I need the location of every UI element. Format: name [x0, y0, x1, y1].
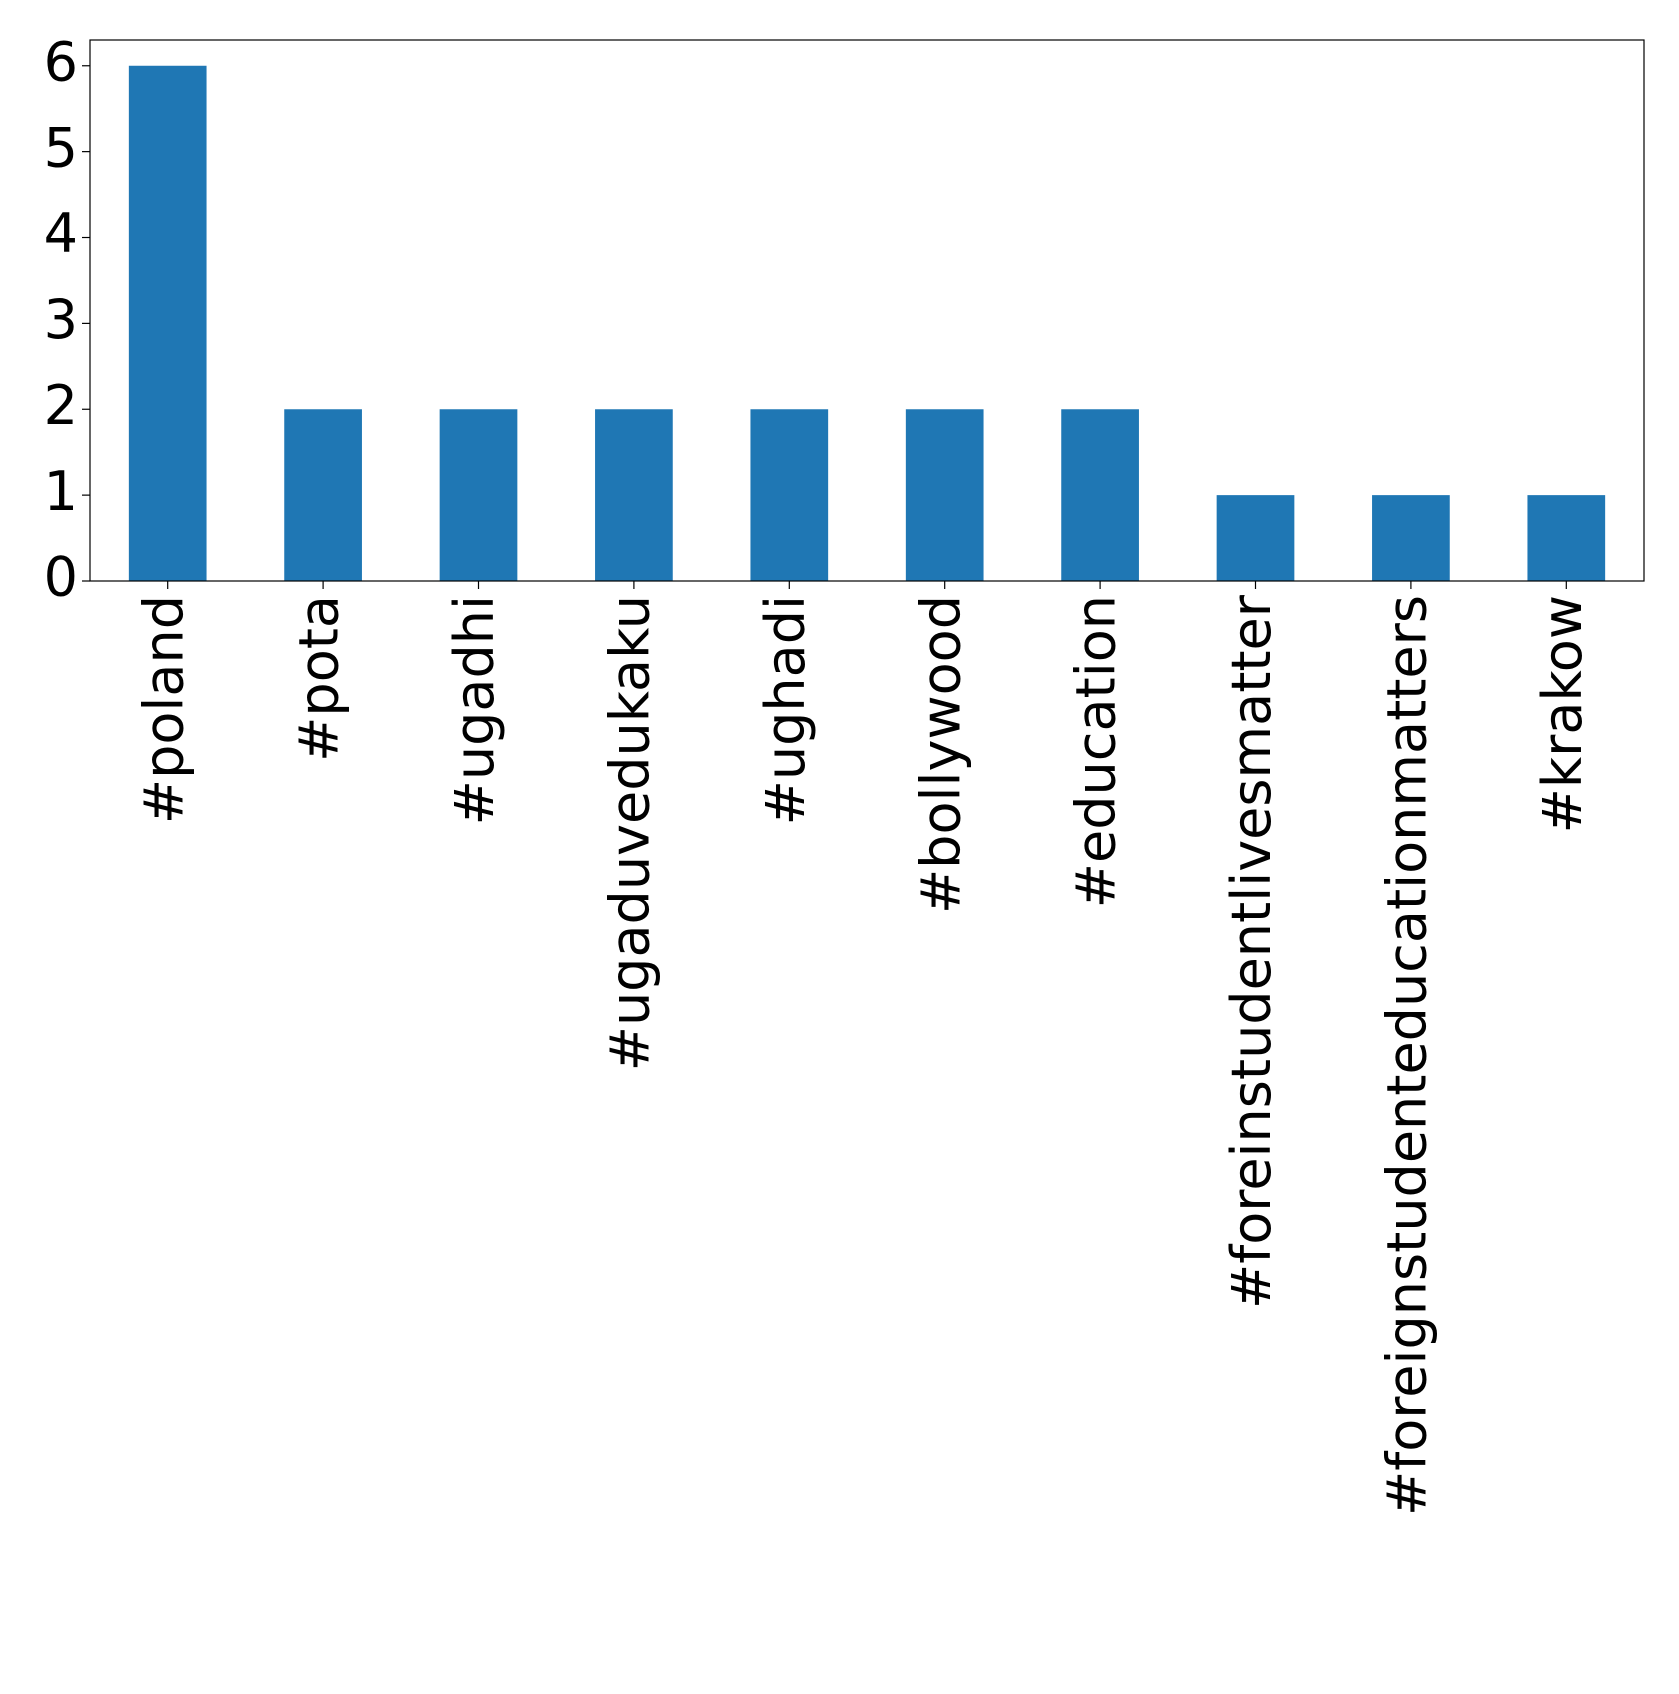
x-tick-label: #foreinstudentlivesmatter [1220, 594, 1283, 1309]
x-tick-label: #poland [132, 595, 195, 824]
bar [1216, 495, 1295, 581]
y-tick-label: 6 [44, 30, 78, 93]
x-tick-label: #ugadhi [443, 595, 506, 825]
bar [1061, 409, 1139, 581]
x-tick-label: #ugaduvedukaku [599, 595, 662, 1071]
y-tick-label: 1 [44, 460, 78, 523]
y-tick-label: 2 [44, 374, 78, 437]
bar [595, 409, 673, 581]
x-tick-label: #bollywood [909, 595, 972, 914]
bar [439, 409, 518, 581]
x-tick-label: #krakow [1531, 595, 1594, 833]
y-tick-label: 3 [44, 288, 78, 351]
bar [128, 65, 207, 581]
x-tick-label: #foreignstudenteducationmatters [1376, 595, 1439, 1516]
plot-frame [89, 39, 1645, 582]
bar [750, 409, 829, 581]
y-tick-label: 0 [44, 546, 78, 609]
bar [1527, 495, 1606, 581]
x-tick-label: #ughadi [754, 595, 817, 825]
bar [1372, 495, 1450, 581]
x-tick-label: #education [1065, 595, 1128, 908]
x-tick-label: #pota [288, 595, 351, 762]
bar [905, 409, 984, 581]
bar [284, 409, 362, 581]
y-tick-label: 5 [44, 116, 78, 179]
y-tick-label: 4 [44, 202, 78, 265]
